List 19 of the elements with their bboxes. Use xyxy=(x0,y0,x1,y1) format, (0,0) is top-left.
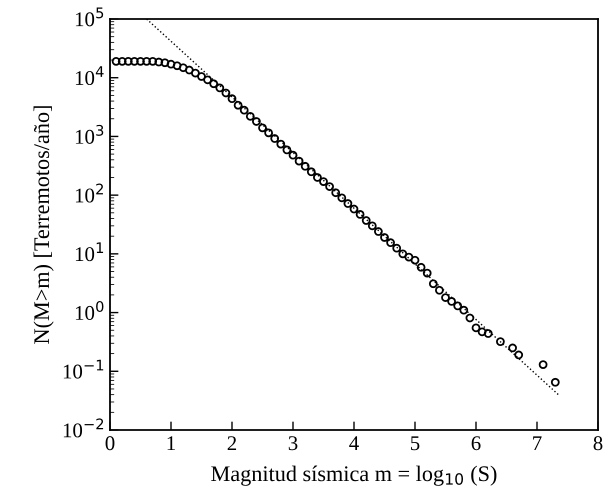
x-axis-title: Magnitud sísmica m = log$_{10}$ (S) xyxy=(211,466,496,486)
x-tick-label: 6 xyxy=(472,436,481,450)
y-tick-label: 10$^{1}$ xyxy=(76,242,104,262)
x-tick-label: 4 xyxy=(349,436,359,450)
y-tick-label: 10$^{4}$ xyxy=(76,66,104,86)
y-axis-title: N(M>m) [Terremotos/año] xyxy=(34,106,54,344)
y-tick-label: 10$^{−1}$ xyxy=(64,360,104,379)
y-tick-label: 10$^{−2}$ xyxy=(64,418,104,438)
x-tick-label: 3 xyxy=(288,436,298,450)
x-tick-label: 1 xyxy=(168,436,175,450)
y-tick-label: 10$^{0}$ xyxy=(76,300,104,320)
x-tick-label: 8 xyxy=(594,436,602,450)
x-tick-label: 5 xyxy=(411,436,420,450)
y-tick-label: 10$^{2}$ xyxy=(76,184,103,203)
x-tick-label: 0 xyxy=(106,436,114,450)
x-tick-label: 2 xyxy=(228,436,236,450)
y-tick-label: 10$^{3}$ xyxy=(76,124,104,144)
x-tick-label: 7 xyxy=(533,436,542,450)
y-tick-label: 10$^{5}$ xyxy=(76,8,104,26)
